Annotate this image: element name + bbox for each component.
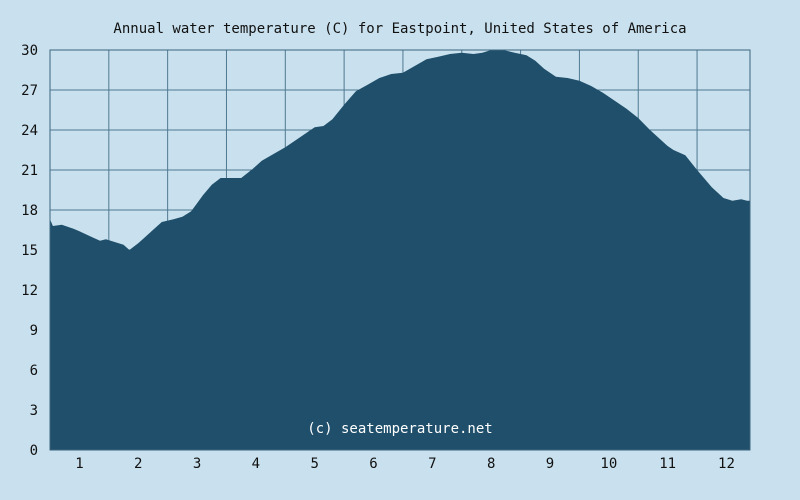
copyright-watermark: (c) seatemperature.net	[307, 421, 492, 437]
x-tick-label: 11	[659, 456, 676, 472]
plot-frame	[49, 49, 751, 451]
y-tick-label: 9	[30, 323, 38, 339]
x-tick-label: 9	[546, 456, 554, 472]
y-tick-label: 12	[21, 283, 38, 299]
y-tick-label: 21	[21, 163, 38, 179]
y-tick-label: 24	[21, 123, 38, 139]
x-tick-label: 4	[252, 456, 260, 472]
chart-title: Annual water temperature (C) for Eastpoi…	[113, 21, 686, 37]
y-tick-label: 3	[30, 403, 38, 419]
y-tick-label: 27	[21, 83, 38, 99]
x-tick-label: 3	[193, 456, 201, 472]
x-tick-label: 7	[428, 456, 436, 472]
y-tick-label: 6	[30, 363, 38, 379]
x-tick-label: 6	[369, 456, 377, 472]
x-tick-label: 10	[600, 456, 617, 472]
y-tick-label: 15	[21, 243, 38, 259]
y-tick-label: 30	[21, 43, 38, 59]
y-tick-label: 0	[30, 443, 38, 459]
x-tick-label: 5	[310, 456, 318, 472]
x-tick-label: 1	[75, 456, 83, 472]
temperature-area	[50, 50, 750, 450]
x-tick-label: 8	[487, 456, 495, 472]
x-tick-label: 12	[718, 456, 735, 472]
x-tick-label: 2	[134, 456, 142, 472]
y-tick-label: 18	[21, 203, 38, 219]
